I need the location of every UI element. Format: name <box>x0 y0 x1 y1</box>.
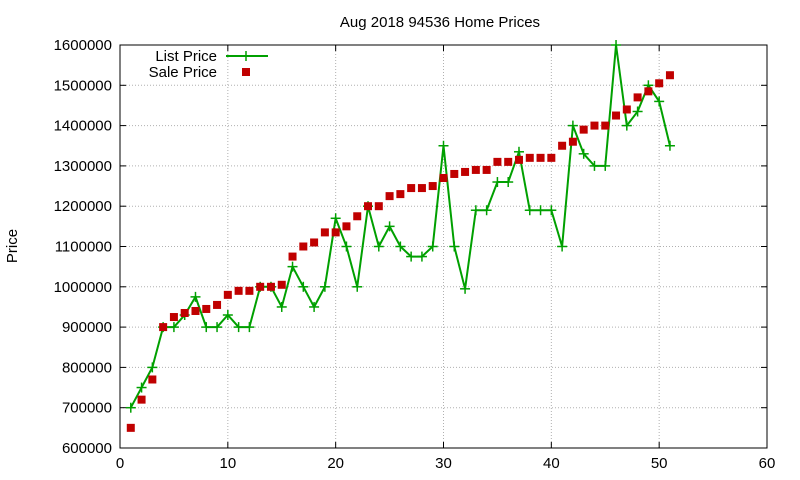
sale-price-point <box>288 252 297 261</box>
sale-price-point <box>159 323 168 332</box>
x-tick-label: 0 <box>116 455 124 472</box>
sale-price-point <box>407 184 416 193</box>
sale-price-point <box>579 125 588 134</box>
x-tick-label: 30 <box>435 455 452 472</box>
sale-price-point <box>320 228 329 237</box>
y-tick-label: 1000000 <box>54 279 112 296</box>
sale-price-point <box>202 304 211 313</box>
y-tick-label: 1300000 <box>54 158 112 175</box>
y-tick-label: 800000 <box>62 359 112 376</box>
sale-price-point <box>180 308 189 317</box>
sale-price-point <box>450 169 459 178</box>
y-tick-label: 600000 <box>62 440 112 457</box>
sale-price-point <box>417 184 426 193</box>
series-list-price <box>125 40 675 413</box>
legend-square-marker <box>242 68 250 76</box>
sale-price-point <box>525 153 534 162</box>
y-tick-labels: 600000 700000 800000 900000 1000000 1100000 12… <box>54 37 112 457</box>
sale-price-point <box>277 280 286 289</box>
sale-price-point <box>374 202 383 211</box>
sale-price-point <box>482 165 491 174</box>
y-tick-label: 1200000 <box>54 198 112 215</box>
x-tick-label: 50 <box>651 455 668 472</box>
sale-price-point <box>331 228 340 237</box>
sale-price-point <box>310 238 319 247</box>
sale-price-point <box>126 423 135 432</box>
sale-price-point <box>655 79 664 88</box>
y-tick-label: 1600000 <box>54 37 112 54</box>
sale-price-point <box>428 182 437 191</box>
sale-price-point <box>633 93 642 102</box>
sale-price-point <box>471 165 480 174</box>
y-tick-label: 700000 <box>62 400 112 417</box>
sale-price-point <box>622 105 631 114</box>
sale-price-point <box>665 71 674 80</box>
sale-price-point <box>234 286 243 295</box>
sale-price-point <box>169 313 178 322</box>
sale-price-point <box>148 375 157 384</box>
sale-price-point <box>439 173 448 182</box>
y-tick-label: 1500000 <box>54 77 112 94</box>
chart-title: Aug 2018 94536 Home Prices <box>340 14 540 31</box>
sale-price-point <box>612 111 621 120</box>
y-axis-label: Price <box>4 229 21 263</box>
sale-price-point <box>568 137 577 146</box>
sale-price-point <box>266 282 275 291</box>
sale-price-point <box>342 222 351 231</box>
y-tick-label: 1400000 <box>54 118 112 135</box>
sale-price-point <box>191 306 200 315</box>
sale-price-point <box>536 153 545 162</box>
series-sale-price <box>126 71 674 432</box>
axis-ticks <box>119 44 768 449</box>
sale-price-point <box>601 121 610 130</box>
sale-price-point <box>223 290 232 299</box>
x-tick-labels: 0 10 20 30 40 50 60 <box>116 455 776 472</box>
sale-price-point <box>385 192 394 201</box>
sale-price-point <box>299 242 308 251</box>
legend-label: Sale Price <box>149 64 217 81</box>
sale-price-point <box>245 286 254 295</box>
x-tick-label: 10 <box>219 455 236 472</box>
sale-price-point <box>461 167 470 176</box>
sale-price-point <box>353 212 362 221</box>
sale-price-point <box>547 153 556 162</box>
sale-price-point <box>493 157 502 166</box>
sale-price-point <box>364 202 373 211</box>
y-tick-label: 900000 <box>62 319 112 336</box>
series-layer <box>125 40 675 432</box>
sale-price-point <box>137 395 146 404</box>
sale-price-point <box>514 155 523 164</box>
x-tick-label: 20 <box>327 455 344 472</box>
x-tick-label: 60 <box>759 455 776 472</box>
sale-price-point <box>256 282 265 291</box>
sale-price-point <box>644 87 653 96</box>
legend-label: List Price <box>155 48 217 65</box>
sale-price-point <box>396 190 405 199</box>
y-tick-label: 1100000 <box>55 239 112 256</box>
sale-price-point <box>504 157 513 166</box>
sale-price-point <box>558 141 567 150</box>
x-tick-label: 40 <box>543 455 560 472</box>
sale-price-point <box>213 300 222 309</box>
grid-lines <box>120 45 767 448</box>
sale-price-point <box>590 121 599 130</box>
